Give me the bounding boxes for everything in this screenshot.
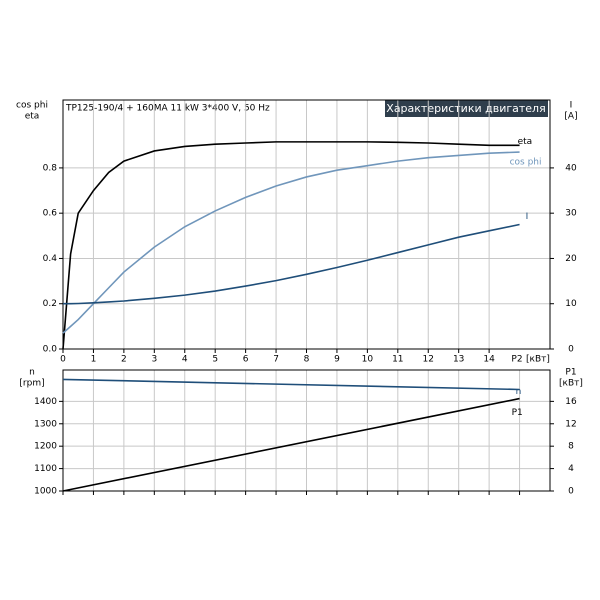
y2-axis-label: [кВт] <box>559 379 583 389</box>
y-tick-label: 0.0 <box>43 345 58 355</box>
series-line <box>62 151 520 334</box>
x-tick-label: 4 <box>182 355 188 365</box>
series-label: P1 <box>512 408 523 418</box>
x-tick-label: 11 <box>392 355 403 365</box>
x-tick-label: 10 <box>362 355 374 365</box>
y-tick-label: 1200 <box>34 442 57 452</box>
series-line <box>62 141 520 350</box>
y-tick-label: 0.6 <box>43 209 58 219</box>
y2-tick-label: 12 <box>565 419 576 429</box>
series-line <box>62 378 520 391</box>
y-tick-label: 1100 <box>34 464 57 474</box>
y-axis-label: [rpm] <box>19 379 44 389</box>
y2-tick-label: 40 <box>565 163 577 173</box>
y2-axis-label: I <box>570 101 573 111</box>
y2-tick-label: 10 <box>565 299 577 309</box>
x-tick-label: 0 <box>60 355 66 365</box>
x-tick-label: 9 <box>334 355 340 365</box>
series-label: eta <box>518 137 533 147</box>
y-tick-label: 0.2 <box>43 299 57 309</box>
y2-axis-label: [A] <box>564 112 577 122</box>
series-label: I <box>526 212 529 222</box>
plot-frame <box>62 99 551 350</box>
y-axis-label: eta <box>25 112 40 122</box>
y-axis-label: cos phi <box>16 101 48 111</box>
y-tick-label: 1400 <box>34 397 57 407</box>
x-tick-label: 2 <box>121 355 127 365</box>
x-tick-label: 7 <box>273 355 279 365</box>
y-tick-label: 1300 <box>34 419 57 429</box>
y2-tick-label: 0 <box>568 487 574 497</box>
x-tick-label: 8 <box>304 355 310 365</box>
chart-subtitle: TP125-190/4 + 160MA 11 kW 3*400 V, 50 Hz <box>65 104 270 114</box>
y-tick-label: 1000 <box>34 487 57 497</box>
y2-tick-label: 4 <box>568 464 574 474</box>
y2-tick-label: 0 <box>568 345 574 355</box>
x-tick-label: 1 <box>91 355 97 365</box>
y-tick-label: 0.4 <box>43 254 58 264</box>
plot-frame <box>62 369 551 492</box>
y2-tick-label: 30 <box>565 209 577 219</box>
y2-axis-label: P1 <box>565 368 576 378</box>
title-box <box>385 100 548 117</box>
x-tick-label: 5 <box>212 355 218 365</box>
y2-tick-label: 16 <box>565 397 577 407</box>
series-line <box>63 223 520 305</box>
x-tick-label: 3 <box>151 355 157 365</box>
x-tick-label: 6 <box>243 355 249 365</box>
y2-tick-label: 8 <box>568 442 574 452</box>
x-tick-label: 14 <box>483 355 495 365</box>
x-axis-label: P2 <box>511 355 522 365</box>
y-tick-label: 0.8 <box>43 163 58 173</box>
series-label: n <box>516 387 522 397</box>
chart-title: Характеристики двигателя <box>386 102 545 115</box>
series-line <box>62 397 520 492</box>
x-tick-label: 12 <box>423 355 434 365</box>
x-axis-label: [кВт] <box>526 355 550 365</box>
series-label: cos phi <box>510 158 542 168</box>
y2-tick-label: 20 <box>565 254 577 264</box>
y-axis-label: n <box>29 368 35 378</box>
x-tick-label: 13 <box>453 355 464 365</box>
